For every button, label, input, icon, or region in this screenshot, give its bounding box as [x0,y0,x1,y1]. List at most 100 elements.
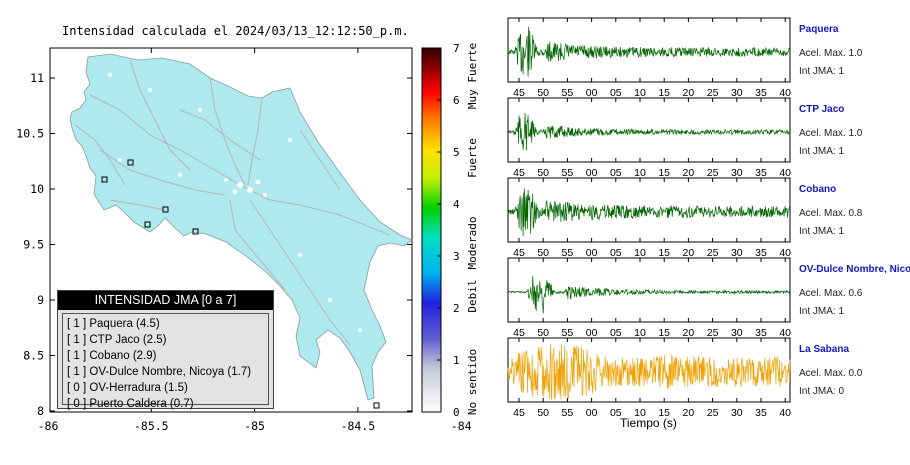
x-tick-label: 45 [513,327,525,339]
x-tick-label: 15 [658,327,670,339]
x-tick-label: 15 [658,407,670,419]
station-jma: Int JMA: 1 [799,306,845,317]
x-tick-label: 40 [779,327,791,339]
x-tick-label: 35 [755,247,767,259]
x-tick-label: 25 [707,167,719,179]
x-tick-label: 45 [513,407,525,419]
x-tick-label: 25 [707,87,719,99]
x-tick-label: 20 [683,247,695,259]
x-tick-label: 50 [537,327,549,339]
colorbar-tick-label: 3 [453,250,460,263]
x-tick-label: 30 [731,87,743,99]
x-tick-label: 10 [634,87,646,99]
legend-row: [ 1 ] Paquera (4.5) [67,318,160,330]
legend-row: [ 1 ] OV-Dulce Nombre, Nicoya (1.7) [67,366,252,378]
x-tick-label: 40 [779,247,791,259]
x-tick-label: 30 [731,247,743,259]
colorbar-tick-label: 0 [453,406,460,419]
x-tick-label: 55 [562,167,574,179]
colorbar-label: Muy Fuerte [466,43,479,109]
x-tick-label: 20 [683,87,695,99]
colorbar-tick-label: 6 [453,94,460,107]
x-tick-label: 50 [537,407,549,419]
colorbar-tick-label: 4 [453,198,460,211]
map-panel: Intensidad calculada el 2024/03/13_12:12… [16,24,678,433]
x-tick-label: 50 [537,167,549,179]
station-jma: Int JMA: 1 [799,226,845,237]
x-tick-label: 50 [537,87,549,99]
x-tick-label: 05 [610,87,622,99]
x-tick-label: 30 [731,327,743,339]
x-tick-label: 35 [755,87,767,99]
waveform-panel: 45 50 55 00 05 10 15 20 25 30 35 40 [507,337,791,419]
x-tick-label: 05 [610,167,622,179]
roads [74,59,391,346]
legend-row: [ 1 ] CTP Jaco (2.5) [67,334,167,346]
waveform-panel: 45 50 55 00 05 10 15 20 25 30 35 40 [507,177,791,259]
waveform-panel: 45 50 55 00 05 10 15 20 25 30 35 40 [507,97,791,179]
x-tick-label: 00 [586,247,598,259]
x-tick-label: 25 [707,327,719,339]
station-jma: Int JMA: 1 [799,66,845,77]
x-tick-label: 40 [779,87,791,99]
y-tick-label: 10 [30,182,44,196]
x-tick-label: 15 [658,87,670,99]
waveform-panel: 45 50 55 00 05 10 15 20 25 30 35 40 [507,17,791,99]
station-accel: Acel. Max. 1.0 [799,48,863,59]
x-tick-label: 55 [562,407,574,419]
x-tick-label: 00 [586,167,598,179]
x-tick-label: 55 [562,327,574,339]
x-tick-label: 55 [562,87,574,99]
x-tick-label: 05 [610,407,622,419]
station-name: La Sabana [799,344,850,355]
x-tick-label: 20 [683,407,695,419]
legend-list: [ 1 ] Paquera (4.5) [ 1 ] CTP Jaco (2.5)… [62,313,269,410]
x-tick-label: 25 [707,247,719,259]
legend-row: [ 1 ] Cobano (2.9) [67,350,157,362]
map-legend: INTENSIDAD JMA [0 a 7] [ 1 ] Paquera (4.… [57,290,274,410]
waveform-trace [507,26,791,77]
x-tick-label: 05 [610,247,622,259]
station-markers [101,159,380,409]
waveform-trace [507,276,791,314]
station-name: OV-Dulce Nombre, Nicoya [799,264,910,275]
colorbar [421,47,442,413]
y-tick-label: 8 [37,404,44,418]
station-accel: Acel. Max. 0.6 [799,288,863,299]
x-tick-label: -86 [38,419,59,433]
station-dots [108,73,362,332]
station-accel: Acel. Max. 0.0 [799,368,863,379]
x-tick-label: 30 [731,167,743,179]
x-axis-title: Tiempo (s) [620,416,677,430]
colorbar-tick-label: 5 [453,146,460,159]
colorbar-tick-label: 7 [453,42,460,55]
x-tick-label: -85.5 [134,419,169,433]
x-tick-label: 55 [562,247,574,259]
station-name: Paquera [799,24,839,35]
x-tick-label: 40 [779,407,791,419]
station-name: Cobano [799,184,837,195]
y-tick-label: 9.5 [23,238,44,252]
x-tick-label: -84 [451,419,472,433]
x-tick-label: 15 [658,247,670,259]
legend-title: INTENSIDAD JMA [0 a 7] [58,291,273,310]
x-tick-label: 35 [755,167,767,179]
station-jma: Int JMA: 0 [799,386,845,397]
x-tick-label: 15 [658,167,670,179]
x-tick-label: 00 [586,87,598,99]
colorbar-label: Debil [466,279,479,312]
x-tick-label: 30 [731,407,743,419]
map-ticks [50,48,412,412]
x-tick-label: -84.5 [341,419,376,433]
x-tick-label: 25 [707,407,719,419]
station-accel: Acel. Max. 0.8 [799,208,863,219]
x-tick-label: 20 [683,167,695,179]
waveform-trace [507,112,791,151]
colorbar-label: Moderado [466,217,479,270]
x-tick-label: 45 [513,247,525,259]
station-accel: Acel. Max. 1.0 [799,128,863,139]
legend-row: [ 0 ] Puerto Caldera (0.7) [67,398,194,410]
colorbar-label: Fuerte [466,138,479,178]
y-tick-label: 11 [30,71,44,85]
colorbar-ticks: 7 6 5 4 3 2 1 0 Muy Fuerte Fuerte Moderado Debil No … [437,42,479,419]
